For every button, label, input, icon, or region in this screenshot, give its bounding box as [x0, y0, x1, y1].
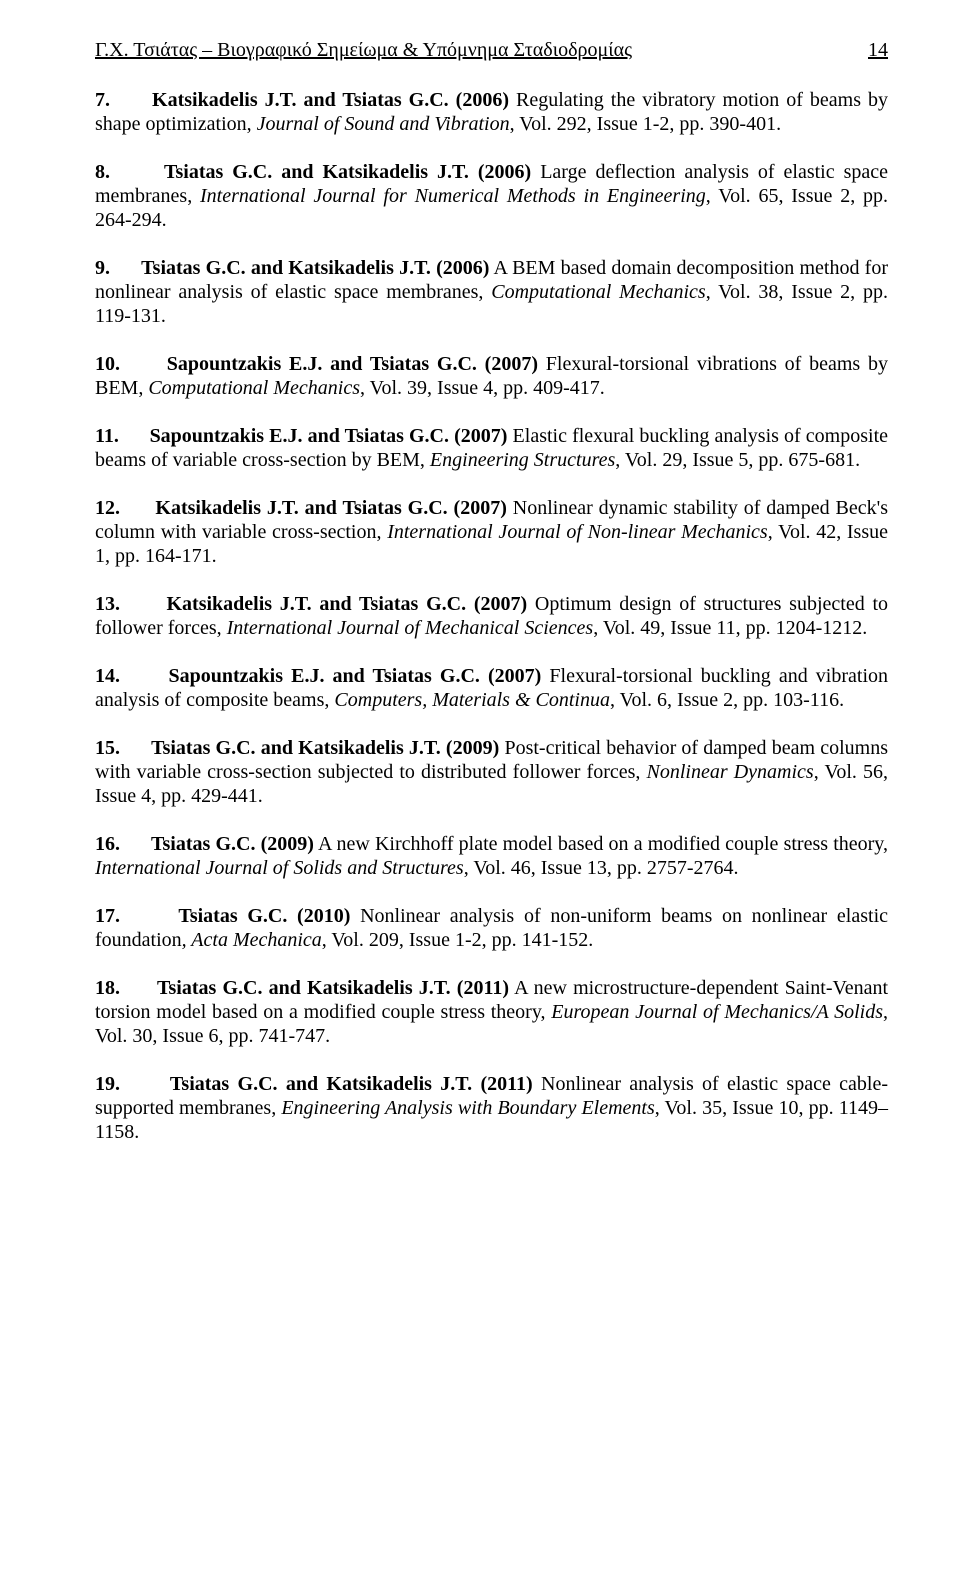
entry-number: 8. [95, 161, 110, 183]
entry-journal: Engineering Analysis with Boundary Eleme… [281, 1097, 654, 1119]
reference-list: 7. Katsikadelis J.T. and Tsiatas G.C. (2… [95, 88, 888, 1144]
entry-authors: Sapountzakis E.J. and Tsiatas G.C. (2007… [169, 665, 542, 687]
reference-entry: 13. Katsikadelis J.T. and Tsiatas G.C. (… [95, 592, 888, 640]
entry-authors: Tsiatas G.C. (2010) [178, 905, 350, 927]
entry-journal: Engineering Structures [430, 449, 615, 471]
entry-authors: Sapountzakis E.J. and Tsiatas G.C. (2007… [167, 353, 538, 375]
reference-entry: 19. Tsiatas G.C. and Katsikadelis J.T. (… [95, 1072, 888, 1144]
entry-number: 9. [95, 257, 110, 279]
entry-authors: Katsikadelis J.T. and Tsiatas G.C. (2006… [152, 89, 509, 111]
reference-entry: 7. Katsikadelis J.T. and Tsiatas G.C. (2… [95, 88, 888, 136]
reference-entry: 10. Sapountzakis E.J. and Tsiatas G.C. (… [95, 352, 888, 400]
page: Γ.Χ. Τσιάτας – Βιογραφικό Σημείωμα & Υπό… [0, 0, 960, 1588]
entry-journal: Journal of Sound and Vibration [257, 113, 510, 135]
reference-entry: 12. Katsikadelis J.T. and Tsiatas G.C. (… [95, 496, 888, 568]
reference-entry: 18. Tsiatas G.C. and Katsikadelis J.T. (… [95, 976, 888, 1048]
entry-journal: Computational Mechanics [491, 281, 705, 303]
entry-journal: , Acta Mechanica [182, 929, 322, 951]
page-header: Γ.Χ. Τσιάτας – Βιογραφικό Σημείωμα & Υπό… [95, 38, 888, 62]
entry-journal: International Journal of Non-linear Mech… [387, 521, 768, 543]
entry-number: 15. [95, 737, 120, 759]
entry-volume-pages: , Vol. 209, Issue 1-2, pp. 141-152. [322, 929, 593, 951]
entry-authors: Tsiatas G.C. (2009) [151, 833, 314, 855]
entry-journal: International Journal for Numerical Meth… [200, 185, 706, 207]
entry-authors: Tsiatas G.C. and Katsikadelis J.T. (2011… [170, 1073, 533, 1095]
entry-number: 19. [95, 1073, 120, 1095]
entry-volume-pages: , Vol. 29, Issue 5, pp. 675-681. [615, 449, 860, 471]
entry-number: 13. [95, 593, 120, 615]
entry-journal: Computational Mechanics [148, 377, 360, 399]
entry-volume-pages: , Vol. 6, Issue 2, pp. 103-116. [610, 689, 844, 711]
reference-entry: 11. Sapountzakis E.J. and Tsiatas G.C. (… [95, 424, 888, 472]
reference-entry: 8. Tsiatas G.C. and Katsikadelis J.T. (2… [95, 160, 888, 232]
entry-volume-pages: , Vol. 46, Issue 13, pp. 2757-2764. [464, 857, 739, 879]
reference-entry: 9. Tsiatas G.C. and Katsikadelis J.T. (2… [95, 256, 888, 328]
entry-number: 7. [95, 89, 110, 111]
entry-authors: Tsiatas G.C. and Katsikadelis J.T. (2009… [151, 737, 499, 759]
header-page-number: 14 [868, 38, 888, 62]
entry-number: 14. [95, 665, 120, 687]
entry-title: A new Kirchhoff plate model based on a m… [314, 833, 888, 855]
entry-number: 11. [95, 425, 119, 447]
reference-entry: 16. Tsiatas G.C. (2009) A new Kirchhoff … [95, 832, 888, 880]
reference-entry: 14. Sapountzakis E.J. and Tsiatas G.C. (… [95, 664, 888, 712]
entry-number: 12. [95, 497, 120, 519]
entry-authors: Tsiatas G.C. and Katsikadelis J.T. (2006… [164, 161, 531, 183]
entry-authors: Katsikadelis J.T. and Tsiatas G.C. (2007… [155, 497, 506, 519]
reference-entry: 15. Tsiatas G.C. and Katsikadelis J.T. (… [95, 736, 888, 808]
entry-journal: Nonlinear Dynamics [647, 761, 814, 783]
entry-journal: International Journal of Solids and Stru… [95, 857, 464, 879]
entry-volume-pages: , Vol. 49, Issue 11, pp. 1204-1212. [593, 617, 867, 639]
entry-number: 16. [95, 833, 120, 855]
entry-authors: Katsikadelis J.T. and Tsiatas G.C. (2007… [166, 593, 527, 615]
entry-number: 18. [95, 977, 120, 999]
reference-entry: 17. Tsiatas G.C. (2010) Nonlinear analys… [95, 904, 888, 952]
entry-number: 10. [95, 353, 120, 375]
entry-journal: International Journal of Mechanical Scie… [227, 617, 594, 639]
entry-authors: Tsiatas G.C. and Katsikadelis J.T. (2006… [141, 257, 489, 279]
entry-journal: European Journal of Mechanics/A Solids [551, 1001, 883, 1023]
entry-journal: Computers, Materials & Continua [334, 689, 610, 711]
entry-authors: Tsiatas G.C. and Katsikadelis J.T. (2011… [157, 977, 509, 999]
entry-authors: Sapountzakis E.J. and Tsiatas G.C. (2007… [150, 425, 508, 447]
entry-volume-pages: , Vol. 292, Issue 1-2, pp. 390-401. [510, 113, 781, 135]
header-left: Γ.Χ. Τσιάτας – Βιογραφικό Σημείωμα & Υπό… [95, 38, 632, 62]
entry-volume-pages: , Vol. 39, Issue 4, pp. 409-417. [360, 377, 605, 399]
entry-number: 17. [95, 905, 120, 927]
